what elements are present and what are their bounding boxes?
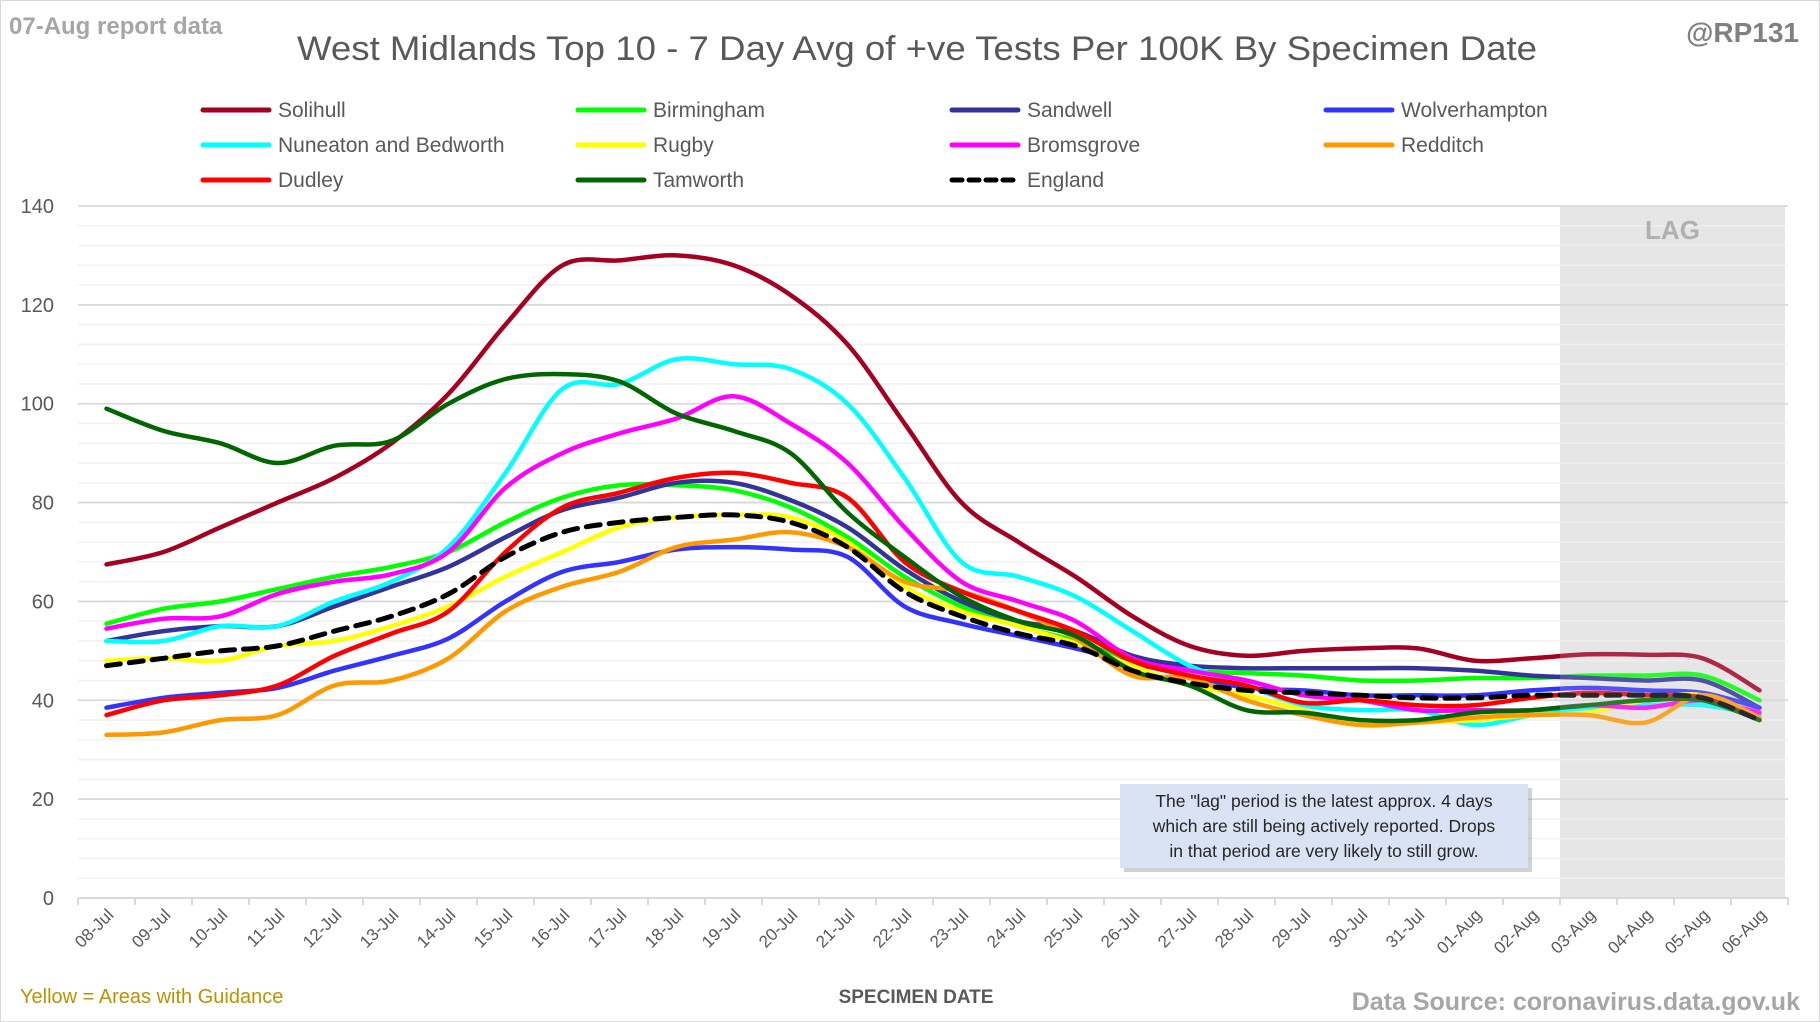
lag-note-box: The "lag" period is the latest approx. 4…	[1120, 784, 1532, 872]
series-line-sandwell	[104, 478, 1762, 710]
y-tick-label: 20	[32, 789, 54, 811]
x-tick-label: 15-Jul	[470, 905, 516, 951]
chart-title: West Midlands Top 10 - 7 Day Avg of +ve …	[297, 30, 1537, 68]
gridlines	[78, 205, 1788, 880]
series-line-redditch	[104, 529, 1762, 738]
series-line-birmingham	[104, 481, 1762, 703]
legend-label: Wolverhampton	[1401, 99, 1548, 122]
legend-label: Nuneaton and Bedworth	[278, 134, 505, 157]
legend-label: Dudley	[278, 169, 344, 192]
legend-item-wolverhampton: Wolverhampton	[1323, 99, 1548, 122]
lag-label: LAG	[1645, 215, 1700, 245]
lag-overlay	[1560, 206, 1785, 898]
y-tick-label: 140	[21, 196, 54, 218]
author-handle: @RP131	[1686, 17, 1799, 48]
x-tick-label: 17-Jul	[584, 905, 630, 951]
y-tick-label: 40	[32, 690, 54, 712]
y-tick-label: 0	[43, 888, 54, 910]
x-tick-label: 09-Jul	[128, 905, 174, 951]
lag-note-line: The "lag" period is the latest approx. 4…	[1155, 791, 1493, 811]
legend-item-birmingham: Birmingham	[575, 99, 765, 122]
x-tick-label: 06-Aug	[1718, 905, 1770, 957]
x-tick-label: 04-Aug	[1604, 905, 1656, 957]
legend-label: Solihull	[278, 99, 346, 122]
lag-region	[1560, 206, 1785, 898]
series-line-rugby	[104, 512, 1762, 728]
x-tick-label: 25-Jul	[1040, 905, 1086, 951]
legend-item-england: England	[949, 169, 1104, 192]
x-axis: 08-Jul 09-Jul 10-Jul 11-Jul 12-Jul 13-Jul 14-J…	[71, 897, 1789, 958]
legend-item-bromsgrove: Bromsgrove	[949, 134, 1140, 157]
lag-note-line: which are still being actively reported.…	[1152, 816, 1496, 836]
legend-item-sandwell: Sandwell	[949, 99, 1112, 122]
legend-item-nuneaton-and-bedworth: Nuneaton and Bedworth	[200, 134, 505, 157]
x-tick-label: 21-Jul	[812, 905, 858, 951]
x-tick-label: 03-Aug	[1547, 905, 1599, 957]
legend-label: Rugby	[653, 134, 714, 157]
x-tick-label: 20-Jul	[755, 905, 801, 951]
x-tick-label: 27-Jul	[1154, 905, 1200, 951]
x-tick-label: 19-Jul	[698, 905, 744, 951]
legend-item-dudley: Dudley	[200, 169, 344, 192]
x-tick-label: 22-Jul	[869, 905, 915, 951]
x-tick-label: 29-Jul	[1268, 905, 1314, 951]
y-tick-label: 100	[21, 394, 54, 416]
series-line-dudley	[104, 470, 1762, 723]
x-tick-label: 24-Jul	[983, 905, 1029, 951]
legend-label: Birmingham	[653, 99, 765, 122]
lag-note-line: in that period are very likely to still …	[1169, 841, 1478, 861]
series-line-wolverhampton	[104, 544, 1762, 710]
x-tick-label: 18-Jul	[641, 905, 687, 951]
series-line-solihull	[104, 253, 1762, 693]
x-tick-label: 08-Jul	[71, 905, 117, 951]
x-tick-label: 01-Aug	[1433, 905, 1485, 957]
x-tick-label: 30-Jul	[1325, 905, 1371, 951]
series-line-england	[104, 512, 1762, 723]
x-tick-label: 13-Jul	[356, 905, 402, 951]
y-tick-label: 60	[32, 591, 54, 613]
legend-label: Bromsgrove	[1027, 134, 1140, 157]
legend-label: England	[1027, 169, 1104, 192]
y-axis-ticks: 0 20 40 60 80 100 120 140	[21, 196, 54, 910]
legend-label: Sandwell	[1027, 99, 1112, 122]
legend: Solihull Birmingham Sandwell Wolverhampton N…	[200, 99, 1548, 192]
x-axis-title: SPECIMEN DATE	[839, 987, 994, 1008]
x-tick-label: 11-Jul	[243, 905, 288, 950]
legend-label: Redditch	[1401, 134, 1484, 157]
legend-item-redditch: Redditch	[1323, 134, 1484, 157]
x-tick-label: 05-Aug	[1661, 905, 1713, 957]
y-tick-label: 80	[32, 493, 54, 515]
y-tick-label: 120	[21, 295, 54, 317]
x-tick-label: 10-Jul	[185, 905, 231, 951]
x-tick-label: 14-Jul	[413, 905, 459, 951]
x-tick-label: 26-Jul	[1097, 905, 1143, 951]
series-line-nuneaton-and-bedworth	[104, 356, 1762, 728]
data-source: Data Source: coronavirus.data.gov.uk	[1352, 988, 1800, 1016]
series-lines	[104, 253, 1762, 738]
series-line-bromsgrove	[104, 394, 1762, 715]
series-line-tamworth	[104, 371, 1762, 724]
x-tick-label: 02-Aug	[1490, 905, 1542, 957]
x-tick-label: 31-Jul	[1382, 905, 1428, 951]
legend-item-rugby: Rugby	[575, 134, 714, 157]
legend-item-tamworth: Tamworth	[575, 169, 744, 192]
legend-item-solihull: Solihull	[200, 99, 346, 122]
report-date-label: 07-Aug report data	[9, 13, 223, 40]
x-tick-label: 28-Jul	[1211, 905, 1257, 951]
x-tick-label: 12-Jul	[299, 905, 345, 951]
lag-note-background	[1120, 784, 1528, 868]
x-tick-label: 23-Jul	[926, 905, 972, 951]
legend-label: Tamworth	[653, 169, 744, 192]
x-tick-label: 16-Jul	[527, 905, 573, 951]
guidance-note: Yellow = Areas with Guidance	[20, 986, 283, 1008]
